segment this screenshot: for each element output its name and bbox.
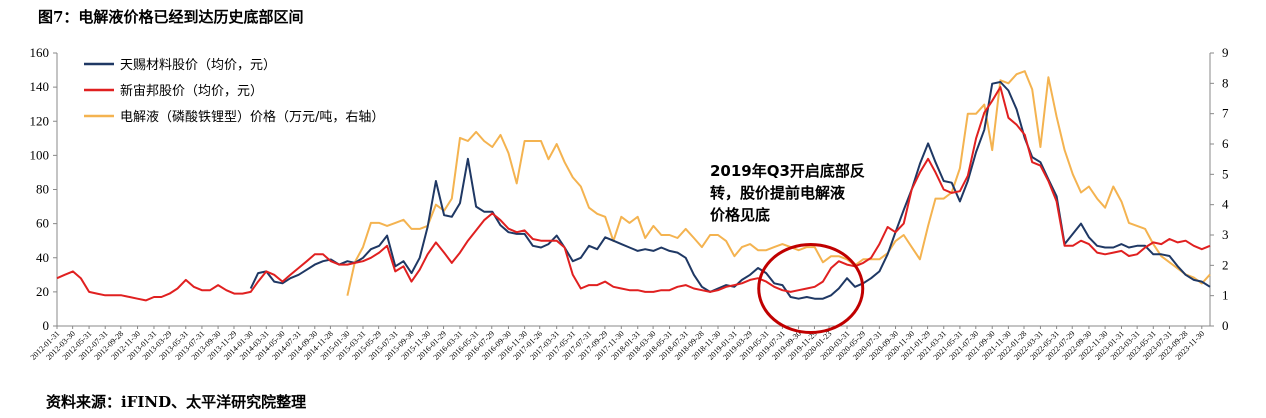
right-tick-label: 2 <box>1222 257 1229 272</box>
legend: 天赐材料股价（均价，元） 新宙邦股价（均价，元） 电解液（磷酸铁锂型）价格（万元/吨… <box>84 58 384 125</box>
right-tick-label: 1 <box>1222 288 1229 303</box>
right-tick-label: 0 <box>1222 318 1229 333</box>
right-axis-ticks: 0 1 2 3 4 5 6 7 8 9 <box>1210 45 1229 333</box>
right-tick-label: 6 <box>1222 136 1229 151</box>
right-tick-label: 5 <box>1222 166 1229 181</box>
left-tick-label: 40 <box>36 250 49 265</box>
series-line-3 <box>346 70 1211 296</box>
left-tick-label: 60 <box>36 216 49 231</box>
source-note: 资料来源：iFIND、太平洋研究院整理 <box>46 393 307 411</box>
annotation-line: 2019年Q3开启底部反 <box>710 162 865 180</box>
legend-label: 电解液（磷酸铁锂型）价格（万元/吨，右轴） <box>120 109 384 125</box>
left-tick-label: 120 <box>30 113 50 128</box>
right-tick-label: 7 <box>1222 106 1229 121</box>
annotation-line: 转，股价提前电解液 <box>710 184 846 202</box>
right-tick-label: 8 <box>1222 75 1229 90</box>
series-line-2 <box>56 86 1211 302</box>
right-tick-label: 9 <box>1222 45 1229 60</box>
annotation-ellipse <box>757 242 865 334</box>
left-tick-label: 0 <box>43 318 50 333</box>
series-lines <box>56 70 1211 302</box>
left-tick-label: 140 <box>30 79 50 94</box>
chart-title: 图7：电解液价格已经到达历史底部区间 <box>38 8 304 26</box>
annotation-line: 价格见底 <box>710 206 770 224</box>
legend-label: 天赐材料股价（均价，元） <box>120 58 276 73</box>
legend-label: 新宙邦股价（均价，元） <box>120 83 263 99</box>
left-tick-label: 20 <box>36 284 49 299</box>
left-tick-label: 100 <box>30 147 50 162</box>
annotation-circle <box>757 242 865 334</box>
right-tick-label: 3 <box>1222 227 1229 242</box>
left-axis-ticks: 0 20 40 60 80 100 120 140 160 <box>30 45 57 333</box>
right-tick-label: 4 <box>1222 197 1229 212</box>
left-tick-label: 80 <box>36 182 49 197</box>
left-tick-label: 160 <box>30 45 50 60</box>
x-axis-ticks: 2012-01-312012-03-302012-05-312012-07-31… <box>29 326 1206 362</box>
